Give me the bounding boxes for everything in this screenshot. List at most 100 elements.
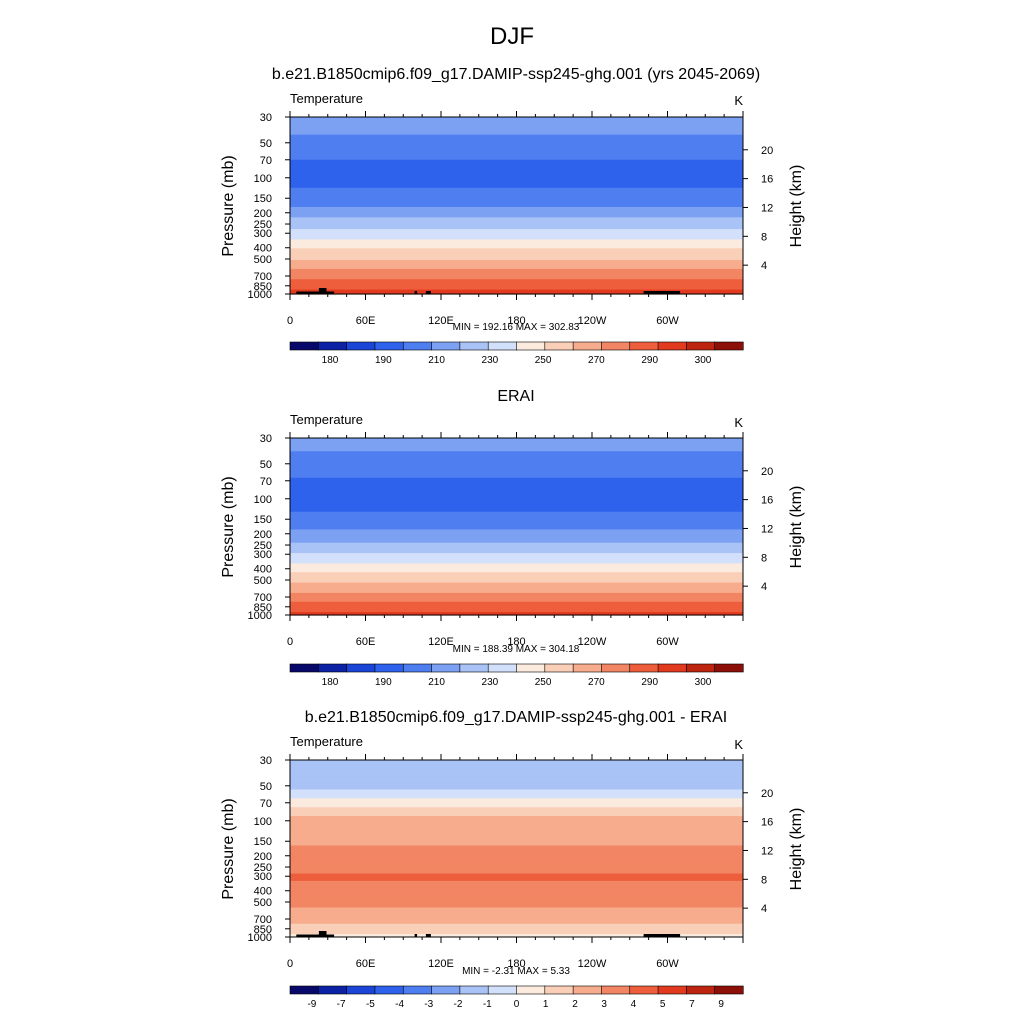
contour-band [290,473,743,476]
contour-band [290,839,743,842]
colorbar-label: -3 [424,999,433,1010]
contour-band [290,830,743,833]
contour-band [290,799,743,802]
colorbar-label: 300 [695,355,712,366]
pressure-tick-label: 250 [254,219,272,231]
pressure-tick-label: 30 [260,755,272,767]
contour-band [290,183,743,186]
contour-band [290,187,743,190]
longitude-tick-label: 60W [656,315,679,327]
panel-3-ylabel: Pressure (mb) [220,798,237,899]
contour-band [290,600,743,603]
contour-band [290,480,743,483]
contour-band [290,492,743,495]
colorbar-swatch [487,663,518,673]
contour-band [290,894,743,897]
contour-band [290,898,743,901]
contour-band [290,156,743,159]
contour-band [290,152,743,155]
colorbar-swatch [629,663,659,673]
contour-band [290,206,743,210]
contour-band [290,467,743,470]
colorbar-swatch [657,663,687,673]
contour-band [290,542,743,545]
contour-band [290,891,743,894]
contour-band [290,131,743,134]
contour-band [290,786,743,789]
contour-band [290,195,743,198]
height-tick-label: 4 [761,260,767,272]
contour-band [290,242,743,245]
contour-band [290,452,743,455]
pressure-tick-label: 150 [254,193,272,205]
contour-band [290,570,743,573]
contour-band [290,245,743,248]
contour-band [290,821,743,825]
contour-band [290,550,743,553]
contour-band [290,582,743,585]
contour-band [290,761,743,764]
contour-band [290,870,743,873]
contour-band [290,227,743,230]
contour-band [290,232,743,235]
contour-band [290,882,743,885]
contour-band [290,765,743,768]
contour-band [290,173,743,176]
contour-band [290,477,743,480]
contour-band [290,248,743,251]
height-tick-label: 4 [761,581,767,593]
longitude-tick-label: 60W [656,636,679,648]
colorbar-swatch [601,985,631,995]
contour-band [290,470,743,473]
contour-band [290,916,743,919]
height-tick-label: 4 [761,903,767,915]
contour-band [290,502,743,505]
contour-band [290,282,743,285]
contour-band [290,463,743,466]
contour-band [290,808,743,811]
contour-band [290,198,743,201]
contour-band [290,578,743,581]
contour-band [290,829,743,832]
colorbar-label: -9 [307,999,316,1010]
colorbar-label: 250 [535,355,552,366]
contour-band [290,547,743,550]
colorbar-swatch [402,341,433,351]
longitude-tick-label: 120W [578,958,607,970]
panel-3-unit-label: K [734,737,743,752]
pressure-tick-label: 850 [254,602,272,614]
contour-band [290,895,743,898]
contour-band [290,866,743,869]
colorbar-label: 5 [660,999,666,1010]
colorbar-label: 9 [718,999,724,1010]
contour-band [290,236,743,239]
contour-band [290,249,743,252]
contour-band [290,489,743,492]
colorbar-label: 290 [641,355,658,366]
colorbar-label: 290 [641,677,658,688]
longitude-tick-label: 180 [507,315,525,327]
pressure-tick-label: 100 [254,816,272,828]
contour-band [290,254,743,257]
contour-band [290,486,743,489]
contour-band [290,201,743,204]
contour-band [290,277,743,280]
panel-2-ylabel: Pressure (mb) [220,476,237,577]
contour-band [290,212,743,215]
contour-band [290,483,743,486]
contour-band [290,291,743,294]
colorbar-swatch [289,985,319,995]
contour-band [290,243,743,246]
contour-band [290,454,743,457]
height-tick-label: 12 [761,202,773,214]
panel-2-contour-field [290,438,743,616]
contour-band [290,445,743,448]
pressure-tick-label: 50 [260,138,272,150]
colorbar-swatch [431,341,461,351]
colorbar-label: 180 [322,677,339,688]
contour-band [290,566,743,569]
colorbar-label: 230 [482,677,499,688]
panel-2: ERAI Temperature K 305070100150200250300… [220,388,805,688]
pressure-tick-label: 70 [260,155,272,167]
contour-band [290,606,743,609]
